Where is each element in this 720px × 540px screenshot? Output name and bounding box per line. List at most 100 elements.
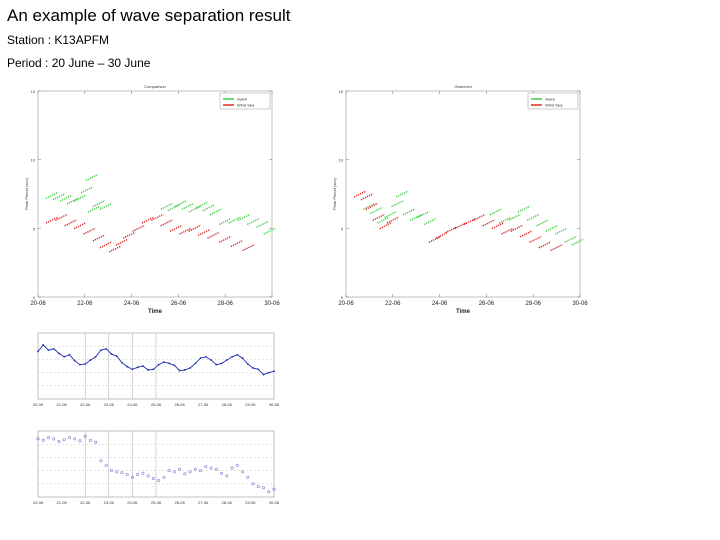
data-point-wind-sea	[550, 243, 563, 252]
data-point-wind-sea	[510, 224, 524, 232]
data-point	[162, 361, 165, 363]
data-point	[167, 469, 171, 473]
data-point-swell	[218, 217, 232, 226]
data-point	[267, 371, 270, 374]
data-point-wind-sea	[188, 224, 202, 232]
x-tick-label: 24-06	[127, 402, 138, 407]
x-tick-label: 26-06	[174, 500, 185, 505]
data-point-swell	[545, 224, 559, 232]
data-point-swell	[237, 213, 251, 221]
x-axis-label: Time	[148, 309, 163, 315]
data-point	[121, 361, 123, 364]
data-point	[257, 368, 260, 371]
x-tick-label: 28-06	[222, 402, 233, 407]
x-tick-label: 23-06	[104, 402, 115, 407]
data-point-swell	[202, 204, 216, 212]
data-point	[46, 436, 50, 440]
chart-title: Comparison	[144, 84, 166, 89]
data-point-swell	[377, 216, 390, 224]
period-label: Period : 20 June – 30 June	[7, 56, 151, 70]
data-point	[173, 364, 176, 367]
data-point	[215, 363, 218, 366]
x-tick-label: 30-06	[264, 301, 280, 307]
x-tick-label: 24-06	[432, 301, 448, 307]
data-point	[131, 368, 134, 371]
data-point-wind-sea	[108, 245, 122, 253]
data-point-swell	[409, 213, 423, 221]
data-point	[47, 349, 50, 352]
data-point-wind-sea	[132, 224, 145, 232]
data-point-swell	[160, 202, 174, 210]
data-point-wind-sea	[242, 243, 255, 252]
data-point	[168, 362, 171, 365]
data-point-swell	[256, 220, 269, 228]
data-point-swell	[517, 205, 531, 213]
data-point	[188, 470, 192, 474]
x-tick-label: 20-06	[338, 301, 354, 307]
data-point	[235, 463, 239, 467]
y-tick-label: 0	[341, 295, 344, 300]
x-tick-label: 20-06	[30, 301, 46, 307]
data-point	[178, 467, 182, 471]
data-point	[194, 362, 197, 365]
data-point	[267, 490, 271, 494]
data-point	[94, 355, 97, 358]
data-point-wind-sea	[99, 241, 113, 249]
data-point-swell	[554, 227, 568, 235]
y-tick-label: 5	[33, 226, 36, 231]
legend-label: Wind Sea	[545, 103, 563, 108]
data-point	[151, 477, 155, 481]
data-point	[241, 470, 245, 474]
data-point-swell	[195, 201, 209, 209]
data-point-swell	[45, 191, 59, 199]
data-point	[110, 353, 113, 356]
data-point	[204, 355, 207, 358]
data-point	[214, 467, 218, 471]
data-point-wind-sea	[529, 235, 542, 243]
data-point	[73, 437, 77, 441]
data-point	[147, 369, 150, 371]
data-point-swell	[87, 205, 101, 213]
data-point-swell	[498, 216, 512, 224]
x-tick-label: 24-06	[124, 301, 140, 307]
plot-frame	[37, 90, 273, 298]
x-tick-label: 28-06	[218, 301, 234, 307]
data-point	[183, 472, 187, 476]
data-point-swell	[384, 210, 397, 219]
data-point-swell	[246, 217, 260, 226]
legend-label: Swell	[545, 97, 555, 102]
slide-title: An example of wave separation result	[7, 6, 291, 25]
data-point-wind-sea	[473, 213, 486, 221]
data-point-swell	[564, 235, 577, 243]
data-point	[273, 370, 275, 373]
data-point-swell	[370, 206, 383, 215]
plot-frame	[345, 90, 581, 298]
y-tick-label: 5	[341, 226, 344, 231]
data-point	[100, 349, 102, 352]
data-point	[130, 475, 134, 479]
data-point-wind-sea	[519, 230, 533, 238]
x-tick-label: 28-06	[222, 500, 233, 505]
data-point	[37, 350, 39, 353]
data-point-wind-sea	[218, 235, 232, 243]
data-point	[204, 465, 208, 469]
data-point-swell	[526, 213, 540, 221]
data-point	[251, 482, 255, 486]
data-point	[220, 362, 223, 365]
data-point-swell	[52, 193, 66, 201]
data-point	[262, 486, 266, 490]
data-point	[73, 359, 76, 362]
data-point-swell	[571, 238, 584, 246]
x-tick-label: 23-06	[104, 500, 115, 505]
data-point	[252, 367, 254, 369]
data-point	[199, 357, 202, 359]
x-tick-label: 22-06	[385, 301, 401, 307]
data-point-swell	[395, 190, 409, 198]
data-point-swell	[263, 227, 276, 235]
data-point-wind-sea	[115, 238, 129, 246]
data-point-swell	[209, 208, 223, 216]
data-point	[52, 347, 55, 350]
data-point-swell	[416, 210, 430, 219]
data-point-swell	[391, 199, 404, 208]
data-point	[115, 470, 119, 474]
